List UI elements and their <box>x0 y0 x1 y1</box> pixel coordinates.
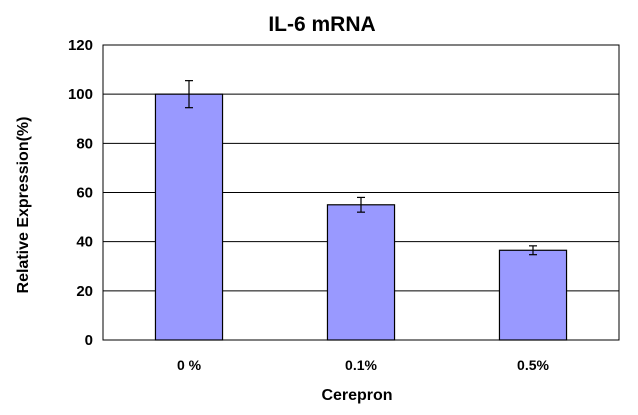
x-axis-label: Cerepron <box>321 387 392 404</box>
x-tick-label: 0.5% <box>517 357 549 373</box>
x-tick-label: 0 % <box>177 357 202 373</box>
x-tick-labels: 0 % 0.1% 0.5% <box>177 357 550 373</box>
y-tick-label: 0 <box>85 332 93 349</box>
y-tick-label: 120 <box>68 37 93 54</box>
y-tick-label: 80 <box>76 135 93 152</box>
y-tick-label: 40 <box>76 234 93 251</box>
y-tick-label: 20 <box>76 283 93 300</box>
bar <box>154 93 224 341</box>
bars <box>154 93 568 341</box>
error-bars <box>185 80 537 256</box>
y-tick-label: 60 <box>76 185 93 202</box>
bar <box>326 204 396 341</box>
y-tick-labels: 0 20 40 60 80 100 120 <box>68 37 93 349</box>
y-tick-label: 100 <box>68 86 93 103</box>
bar <box>498 249 568 341</box>
plot-frame <box>102 44 620 341</box>
x-tick-label: 0.1% <box>345 357 377 373</box>
chart-title: IL-6 mRNA <box>268 13 375 36</box>
y-axis-label: Relative Expression(%) <box>15 117 32 294</box>
